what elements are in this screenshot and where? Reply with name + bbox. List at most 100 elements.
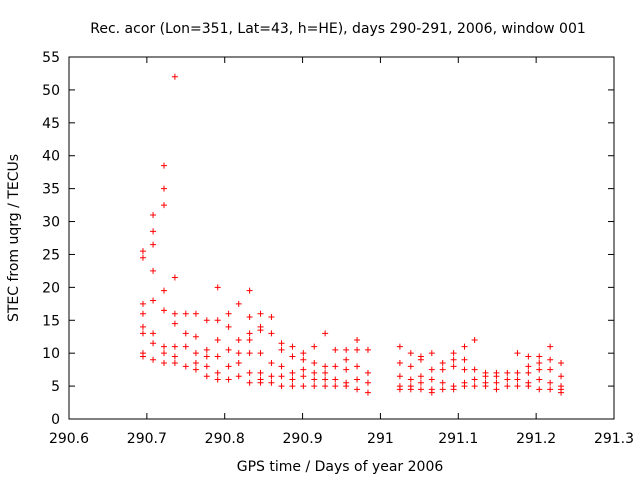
data-point bbox=[257, 350, 264, 357]
plot-border bbox=[68, 56, 615, 420]
data-point bbox=[160, 360, 167, 367]
y-tick-label: 25 bbox=[42, 247, 60, 263]
data-point bbox=[192, 333, 199, 340]
data-point bbox=[192, 310, 199, 317]
data-point bbox=[171, 343, 178, 350]
data-point bbox=[278, 363, 285, 370]
data-point bbox=[311, 383, 318, 390]
data-point bbox=[246, 330, 253, 337]
data-point bbox=[246, 287, 253, 294]
data-point bbox=[547, 343, 554, 350]
data-point bbox=[268, 373, 275, 380]
data-point bbox=[171, 274, 178, 281]
data-point bbox=[214, 353, 221, 360]
data-point bbox=[278, 373, 285, 380]
data-point bbox=[482, 373, 489, 380]
data-point bbox=[268, 330, 275, 337]
data-point bbox=[450, 350, 457, 357]
data-point bbox=[289, 343, 296, 350]
x-axis-ticks: 290.6 290.7 290.8 290.9 291 291.1 291.2 291.3 bbox=[49, 57, 634, 447]
chart-title: Rec. acor (Lon=351, Lat=43, h=HE), days … bbox=[90, 21, 586, 37]
data-point bbox=[396, 343, 403, 350]
data-point bbox=[547, 386, 554, 393]
data-point bbox=[354, 386, 361, 393]
data-point bbox=[257, 310, 264, 317]
data-point bbox=[417, 379, 424, 386]
data-point bbox=[461, 383, 468, 390]
data-point bbox=[407, 386, 414, 393]
data-point bbox=[203, 363, 210, 370]
data-point bbox=[235, 300, 242, 307]
data-point bbox=[525, 353, 532, 360]
data-point bbox=[150, 211, 157, 218]
data-point bbox=[558, 360, 565, 367]
data-point bbox=[289, 353, 296, 360]
data-point bbox=[428, 366, 435, 373]
data-point bbox=[322, 376, 329, 383]
data-point bbox=[471, 337, 478, 344]
data-point bbox=[332, 363, 339, 370]
data-point bbox=[192, 350, 199, 357]
y-tick-label: 35 bbox=[42, 182, 60, 198]
data-point bbox=[139, 353, 146, 360]
data-point bbox=[514, 383, 521, 390]
data-point bbox=[300, 356, 307, 363]
y-tick-label: 5 bbox=[51, 379, 60, 395]
data-point bbox=[482, 383, 489, 390]
data-point bbox=[322, 369, 329, 376]
data-point bbox=[332, 346, 339, 353]
data-point bbox=[246, 369, 253, 376]
data-point bbox=[493, 386, 500, 393]
data-point bbox=[354, 363, 361, 370]
y-tick-label: 45 bbox=[42, 116, 60, 132]
data-point bbox=[311, 376, 318, 383]
data-point bbox=[278, 340, 285, 347]
data-point bbox=[322, 330, 329, 337]
data-point bbox=[225, 310, 232, 317]
data-point bbox=[246, 379, 253, 386]
data-point bbox=[278, 383, 285, 390]
data-point bbox=[246, 350, 253, 357]
data-point bbox=[343, 366, 350, 373]
data-point bbox=[407, 363, 414, 370]
data-point bbox=[300, 383, 307, 390]
data-point bbox=[203, 353, 210, 360]
y-tick-label: 40 bbox=[42, 149, 60, 165]
data-point bbox=[439, 366, 446, 373]
data-point bbox=[407, 350, 414, 357]
x-tick-label: 291.3 bbox=[594, 431, 634, 447]
data-point bbox=[547, 379, 554, 386]
data-point bbox=[439, 360, 446, 367]
data-point bbox=[558, 373, 565, 380]
data-point bbox=[160, 162, 167, 169]
data-point bbox=[257, 369, 264, 376]
data-point bbox=[203, 317, 210, 324]
data-point bbox=[514, 350, 521, 357]
data-point bbox=[160, 287, 167, 294]
data-point bbox=[289, 383, 296, 390]
data-point bbox=[300, 373, 307, 380]
data-point bbox=[171, 353, 178, 360]
data-point bbox=[214, 369, 221, 376]
data-point bbox=[235, 360, 242, 367]
data-point bbox=[257, 379, 264, 386]
data-point bbox=[214, 317, 221, 324]
data-point bbox=[182, 310, 189, 317]
data-point bbox=[525, 363, 532, 370]
data-point bbox=[214, 284, 221, 291]
data-point bbox=[536, 360, 543, 367]
data-point bbox=[525, 383, 532, 390]
data-point bbox=[354, 337, 361, 344]
data-point bbox=[139, 254, 146, 261]
data-point bbox=[536, 353, 543, 360]
data-point bbox=[396, 360, 403, 367]
x-tick-label: 291.1 bbox=[438, 431, 478, 447]
data-point bbox=[504, 376, 511, 383]
data-point bbox=[504, 369, 511, 376]
data-point bbox=[150, 297, 157, 304]
data-point bbox=[396, 373, 403, 380]
data-point bbox=[171, 73, 178, 80]
data-point bbox=[493, 373, 500, 380]
data-point bbox=[332, 383, 339, 390]
